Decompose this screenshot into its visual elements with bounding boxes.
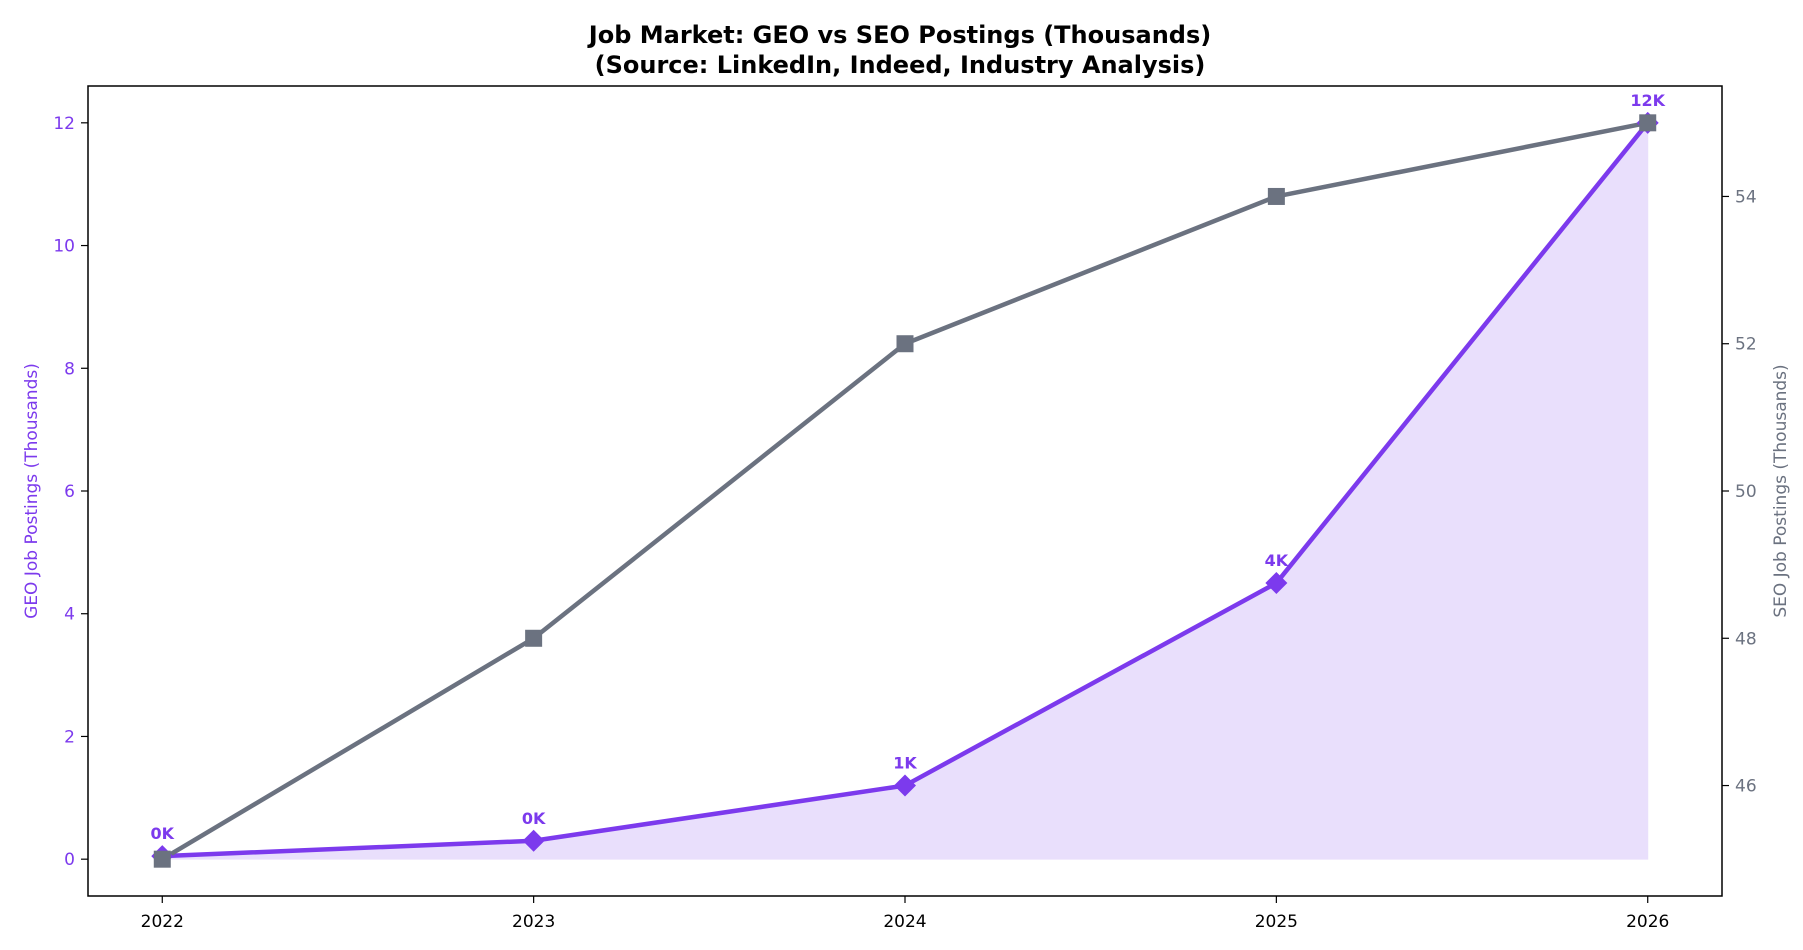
x-tick-label: 2025 [1255, 912, 1298, 932]
x-axis: 2022 2023 2024 2025 2026 [141, 896, 1669, 932]
series-2-point [1267, 187, 1285, 205]
left-y-tick-label: 8 [64, 359, 75, 379]
series-1-area [161, 121, 1649, 860]
left-y-axis-label: GEO Job Postings (Thousands) [22, 363, 42, 619]
left-y-tick-label: 10 [53, 237, 75, 257]
area-layer [161, 121, 1649, 860]
series-2-point [525, 629, 543, 647]
series-1-data-label: 0K [522, 809, 546, 828]
x-tick-label: 2026 [1626, 912, 1669, 932]
x-tick-label: 2024 [883, 912, 926, 932]
x-tick-label: 2023 [512, 912, 555, 932]
series-1-point [522, 829, 545, 852]
right-y-tick-label: 50 [1735, 482, 1757, 502]
marker-layer [151, 111, 1659, 868]
series-1-point [894, 774, 916, 797]
series-1-data-label: 0K [151, 824, 175, 843]
data-label-layer: 0K 0K 1K 4K 12K [151, 91, 1666, 843]
left-y-tick-label: 6 [64, 482, 75, 502]
left-y-tick-label: 12 [53, 114, 75, 134]
right-y-axis: 46 48 50 52 54 [1722, 187, 1757, 797]
series-2-point [1639, 114, 1657, 132]
series-1-data-label: 12K [1630, 91, 1665, 110]
right-y-tick-label: 48 [1735, 629, 1757, 649]
chart-title: Job Market: GEO vs SEO Postings (Thousan… [587, 21, 1211, 49]
left-y-axis: 0 2 4 6 8 10 12 [53, 114, 88, 870]
right-y-tick-label: 52 [1735, 335, 1757, 355]
left-y-tick-label: 4 [64, 605, 75, 625]
series-1-point [1265, 572, 1288, 595]
left-y-tick-label: 2 [64, 727, 75, 747]
right-y-axis-label: SEO Job Postings (Thousands) [1771, 364, 1791, 617]
left-y-tick-label: 0 [64, 850, 75, 870]
series-2-point [896, 335, 914, 353]
right-y-tick-label: 54 [1735, 187, 1757, 207]
x-tick-label: 2022 [141, 912, 184, 932]
series-2-point [153, 850, 171, 868]
right-y-tick-label: 46 [1735, 777, 1757, 797]
chart-subtitle: (Source: LinkedIn, Indeed, Industry Anal… [595, 51, 1206, 79]
series-1-data-label: 4K [1265, 551, 1289, 570]
series-1-data-label: 1K [893, 754, 917, 773]
